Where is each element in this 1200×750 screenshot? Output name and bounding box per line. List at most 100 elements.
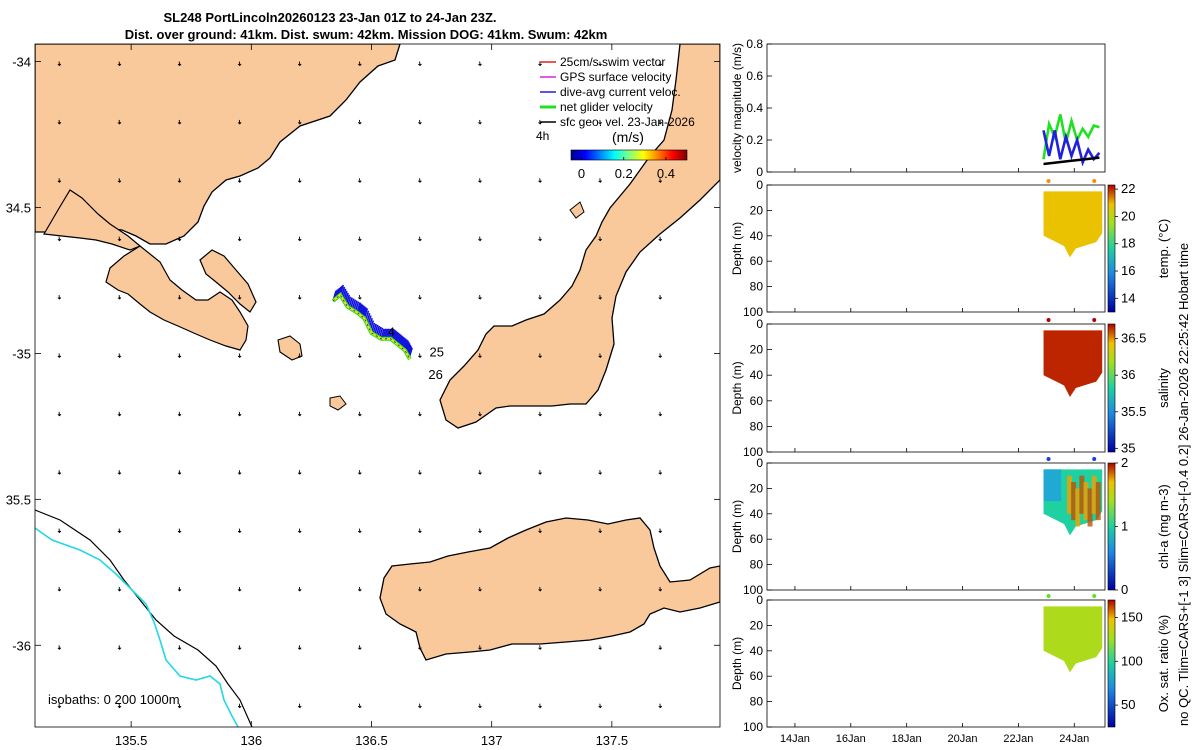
sfc-geo-arrow xyxy=(297,294,302,300)
chlorophyll-profile-colorbar-label: chl-a (mg m-3) xyxy=(1156,484,1171,569)
sfc-geo-arrow xyxy=(418,236,422,242)
temperature-profile-cbar-tick-label: 14 xyxy=(1121,290,1135,305)
sfc-geo-arrow xyxy=(117,353,122,359)
sfc-geo-arrow xyxy=(418,294,422,300)
land-small-island-yorke xyxy=(569,201,585,219)
sfc-geo-arrow xyxy=(57,236,62,242)
salinity-profile-surface-marker-end xyxy=(1092,318,1097,322)
sfc-geo-arrow xyxy=(418,353,422,359)
chlorophyll-profile-cbar-tick-label: 0 xyxy=(1121,582,1128,597)
salinity-profile-data-area xyxy=(1043,330,1103,397)
time-axis: 14Jan 16Jan 18Jan 20Jan 22Jan 24Jan xyxy=(780,168,1089,745)
land-lincoln-peninsula xyxy=(105,245,249,351)
temperature-profile-ytick-label: 60 xyxy=(750,254,764,268)
temperature-profile-ytick-label: 80 xyxy=(750,280,764,294)
sfc-geo-arrow xyxy=(478,586,482,592)
salinity-profile-colorbar xyxy=(1107,323,1116,453)
map-ytick-label: -35 xyxy=(12,346,31,361)
isobath-label: isobaths: 0 200 1000m xyxy=(48,692,180,707)
sfc-geo-arrow xyxy=(117,411,122,417)
chlorophyll-profile-surface-marker-start xyxy=(1046,457,1051,461)
chl-a-streak xyxy=(1075,488,1081,527)
sfc-geo-arrow xyxy=(57,178,62,183)
oxygen-profile-cbar-tick-label: 100 xyxy=(1121,653,1143,668)
velocity-ytick-label: 0.2 xyxy=(746,133,763,147)
salinity-profile-cbar-tick-label: 36 xyxy=(1121,367,1135,382)
temperature-profile-colorbar xyxy=(1107,184,1116,313)
temperature-profile-data-area xyxy=(1043,191,1103,258)
sfc-geo-arrow xyxy=(478,645,482,650)
legend-net-glider: net glider velocity xyxy=(560,100,653,114)
sfc-geo-arrow xyxy=(478,703,482,709)
sfc-geo-arrow xyxy=(478,353,482,359)
sfc-geo-arrow xyxy=(658,236,663,242)
sfc-geo-arrow xyxy=(538,411,542,417)
land-boston-island xyxy=(277,335,303,361)
sfc-geo-arrow xyxy=(478,178,482,183)
oxygen-profile-surface-marker-end xyxy=(1092,594,1097,598)
salinity-profile-ytick-label: 80 xyxy=(750,419,764,433)
oxygen-profile-ytick-label: 80 xyxy=(750,695,764,709)
oxygen-profile-colorbar xyxy=(1107,599,1116,728)
sfc-geo-arrow xyxy=(538,353,542,359)
sfc-geo-arrow xyxy=(297,61,302,67)
day-label-26: 26 xyxy=(428,367,442,382)
velocity-series-line xyxy=(1042,114,1100,160)
temperature-profile-cbar-tick-label: 18 xyxy=(1121,236,1135,251)
sfc-geo-arrow xyxy=(598,119,602,125)
sfc-geo-arrow xyxy=(117,119,122,125)
chl-a-streak xyxy=(1087,488,1093,527)
sfc-geo-arrow xyxy=(538,178,542,183)
colorbar-tick-label: 0.4 xyxy=(657,166,675,181)
chlorophyll-profile-colorbar xyxy=(1107,462,1116,591)
chlorophyll-profile-cbar-tick-label: 1 xyxy=(1121,519,1128,534)
sfc-geo-arrow xyxy=(658,528,663,534)
legend-hours: 4h xyxy=(536,129,549,143)
sfc-geo-arrow xyxy=(357,353,362,359)
sfc-geo-arrow xyxy=(538,294,542,300)
sfc-geo-arrow xyxy=(658,586,663,592)
map-xtick-label: 136 xyxy=(240,733,262,748)
sfc-geo-arrow xyxy=(357,470,362,475)
sfc-geo-arrow xyxy=(658,61,663,67)
chl-a-streak xyxy=(1067,475,1073,514)
map-xtick-label: 137.5 xyxy=(596,733,629,748)
sfc-geo-arrow xyxy=(117,586,122,592)
chlorophyll-profile-ytick-label: 80 xyxy=(750,558,764,572)
sfc-geo-arrow xyxy=(57,645,62,650)
oxygen-profile-ytick-label: 20 xyxy=(750,618,764,632)
sfc-geo-arrow xyxy=(418,586,422,592)
velocity-ylabel: velocity magnitude (m/s) xyxy=(730,43,744,173)
sfc-geo-arrow xyxy=(117,645,122,650)
colorbar-title: (m/s) xyxy=(612,129,644,145)
sfc-geo-arrow xyxy=(418,119,422,125)
temperature-profile-colorbar-label: temp. (°C) xyxy=(1156,219,1171,278)
velocity-colorbar xyxy=(570,149,688,161)
sfc-geo-arrow xyxy=(418,645,422,650)
chl-a-low-region xyxy=(1043,469,1062,502)
sfc-geo-arrow xyxy=(538,236,542,242)
chl-a-streak xyxy=(1095,482,1101,521)
sfc-geo-arrow xyxy=(598,703,602,709)
salinity-profile-ylabel: Depth (m) xyxy=(730,361,744,414)
sfc-geo-arrow xyxy=(538,703,542,709)
sfc-geo-arrow xyxy=(117,178,122,183)
sfc-geo-arrow xyxy=(297,528,302,534)
sfc-geo-arrow xyxy=(57,528,62,534)
sfc-geo-arrow xyxy=(177,703,182,709)
velocity-series-line xyxy=(1042,130,1101,167)
temperature-profile-ylabel: Depth (m) xyxy=(730,222,744,275)
sfc-geo-arrow xyxy=(237,528,242,534)
time-tick-label: 14Jan xyxy=(780,733,810,745)
oxygen-profile-cbar-tick-label: 50 xyxy=(1121,697,1135,712)
velocity-series-line xyxy=(1043,156,1100,166)
sfc-geo-arrow xyxy=(237,294,242,300)
chlorophyll-profile-ytick-label: 60 xyxy=(750,532,764,546)
sfc-geo-arrow xyxy=(538,61,542,67)
sfc-geo-arrow xyxy=(357,119,362,125)
sfc-geo-arrow xyxy=(57,470,62,475)
map-ytick-label: 35.5 xyxy=(6,492,31,507)
sfc-geo-arrow xyxy=(598,411,602,417)
sfc-geo-arrow xyxy=(177,645,182,650)
